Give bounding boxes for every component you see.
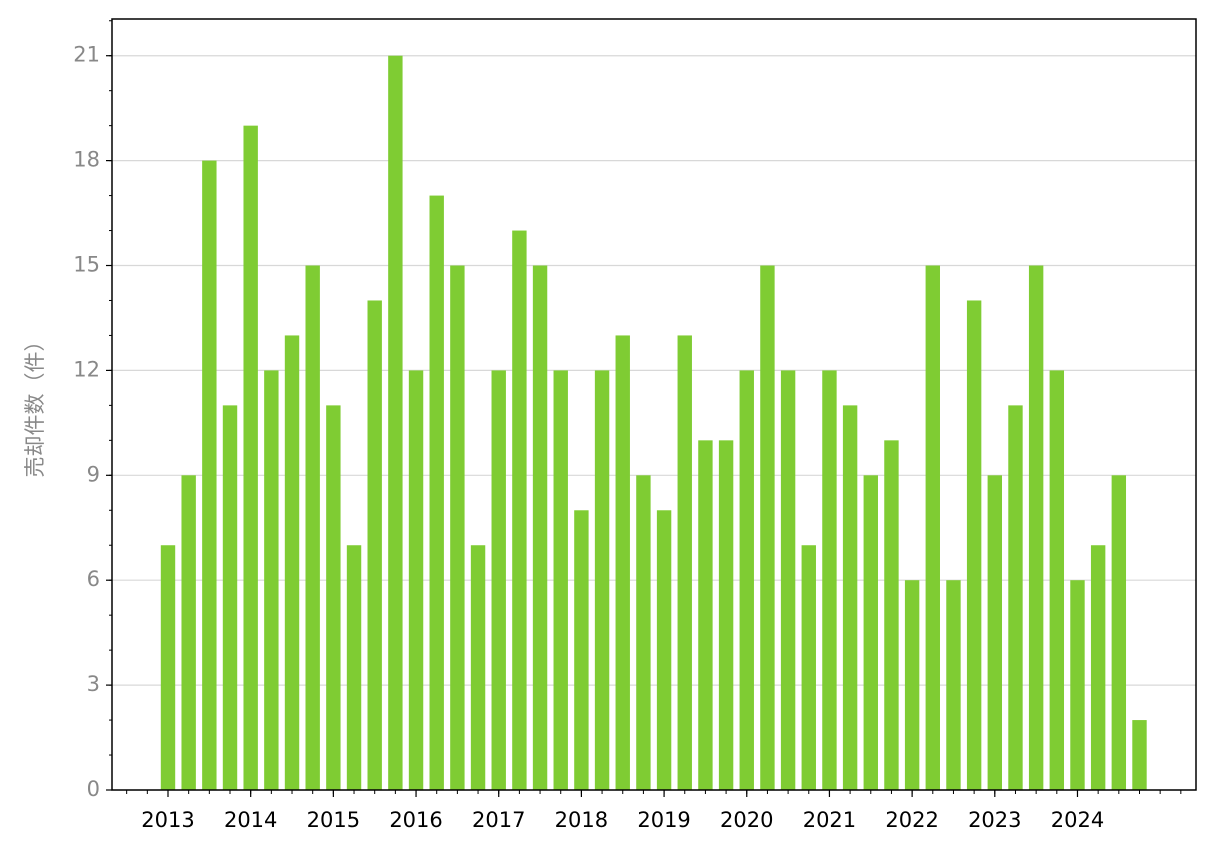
bar [677, 335, 692, 790]
y-axis-label: 売却件数（件） [23, 331, 47, 478]
x-tick-label: 2014 [224, 808, 277, 832]
bar [264, 370, 279, 790]
bar [636, 475, 651, 790]
bar [780, 370, 796, 790]
bar [1090, 545, 1106, 790]
x-tick-label: 2019 [637, 808, 690, 832]
bar [491, 370, 506, 790]
bar [181, 475, 196, 790]
bar [842, 405, 858, 790]
x-tick-label: 2023 [968, 808, 1021, 832]
bar [1049, 370, 1065, 790]
bar [429, 195, 444, 790]
bar [987, 475, 1002, 790]
bar [367, 300, 382, 790]
bar [346, 545, 362, 790]
bar [532, 265, 548, 790]
x-tick-label: 2013 [141, 808, 194, 832]
bar [698, 440, 713, 790]
bar [822, 370, 837, 790]
bar [1111, 475, 1127, 790]
bar [594, 370, 610, 790]
bar [1132, 720, 1147, 790]
bar [284, 335, 300, 790]
y-tick-label: 15 [73, 253, 100, 277]
bar [656, 510, 672, 790]
bar [305, 265, 320, 790]
bar [553, 370, 568, 790]
bar [863, 475, 878, 790]
y-tick-label: 3 [87, 672, 100, 696]
y-tick-label: 18 [73, 148, 100, 172]
x-tick-label: 2016 [389, 808, 442, 832]
bar [470, 545, 486, 790]
bar [1070, 580, 1085, 790]
x-tick-label: 2018 [555, 808, 608, 832]
bar [801, 545, 816, 790]
bar [1028, 265, 1044, 790]
x-tick-label: 2020 [720, 808, 773, 832]
bar [243, 125, 258, 791]
bar [925, 265, 940, 790]
y-tick-label: 9 [87, 462, 100, 486]
x-tick-label: 2015 [307, 808, 360, 832]
x-tick-label: 2021 [803, 808, 856, 832]
y-tick-label: 6 [87, 567, 100, 591]
bar [574, 510, 589, 790]
x-tick-label: 2022 [885, 808, 938, 832]
bar [408, 370, 424, 790]
bar [966, 300, 982, 790]
y-tick-label: 12 [73, 357, 100, 381]
bar [160, 545, 176, 790]
bar [739, 370, 754, 790]
x-tick-label: 2017 [472, 808, 525, 832]
bar [202, 160, 217, 790]
y-tick-label: 0 [87, 777, 100, 801]
plot-frame [111, 18, 1197, 791]
bar [760, 265, 775, 790]
bar [946, 580, 961, 790]
bar [450, 265, 465, 790]
bar [1008, 405, 1023, 790]
bar [884, 440, 899, 790]
bar [222, 405, 238, 790]
bar [615, 335, 630, 790]
bar [512, 230, 527, 791]
bar [388, 55, 403, 790]
y-tick-label: 21 [73, 43, 100, 67]
bar [326, 405, 341, 790]
bar [718, 440, 734, 790]
bar [904, 580, 920, 790]
x-tick-label: 2024 [1051, 808, 1104, 832]
